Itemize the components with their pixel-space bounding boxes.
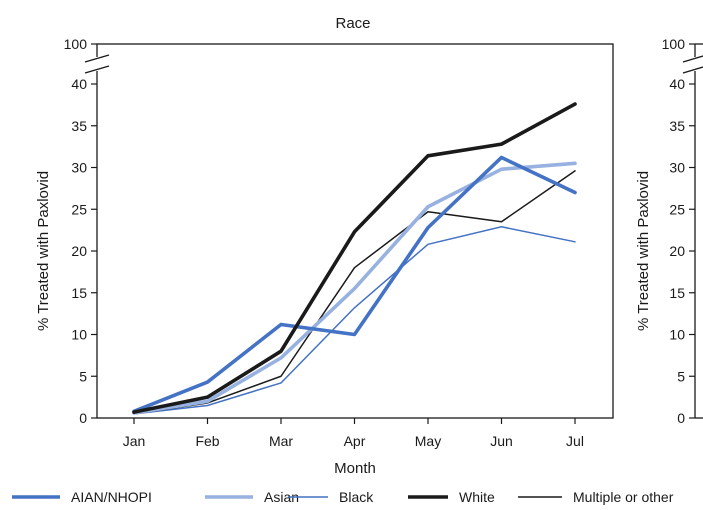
legend-label: Asian: [264, 489, 299, 505]
legend-item-white: White: [408, 489, 495, 505]
legend-item-aian-nhopi: AIAN/NHOPI: [12, 489, 152, 505]
y-tick-label: 0: [677, 410, 685, 426]
chart-title: Race: [335, 15, 370, 32]
axis-break-line: [84, 54, 110, 63]
axis-break-icon: [84, 54, 110, 74]
y-tick-label: 25: [71, 201, 87, 217]
y-axis-title: % Treated with Paxlovid: [35, 171, 52, 331]
y-tick-label: 10: [71, 327, 87, 343]
legend-item-black: Black: [288, 489, 374, 505]
y-tick-label: 40: [669, 76, 685, 92]
x-tick-label: Apr: [344, 433, 366, 449]
axis-break-line: [682, 55, 703, 63]
legend-label: Multiple or other: [573, 489, 674, 505]
y-tick-label: 5: [79, 368, 87, 384]
axis-break-line: [682, 66, 703, 74]
y-tick-label: 0: [79, 410, 87, 426]
y-tick-label: 10: [669, 327, 685, 343]
legend-label: White: [459, 489, 495, 505]
y-tick-label: 20: [71, 243, 87, 259]
axis-break-icon: [682, 55, 703, 74]
legend-label: AIAN/NHOPI: [71, 489, 152, 505]
y-break-label: 100: [662, 36, 686, 52]
second-y-axis-title: % Treated with Paxlovid: [635, 171, 652, 331]
series-line-aian-nhopi: [132, 155, 577, 414]
series-line-asian: [132, 161, 577, 415]
y-tick-label: 20: [669, 243, 685, 259]
x-tick-label: Jan: [123, 433, 146, 449]
y-tick-label: 15: [71, 285, 87, 301]
plot-area: 0 5 10 15 20 25 30 35 40 100 Jan Feb Mar Apr May Jun Jul…: [35, 36, 614, 477]
y-tick-label: 40: [71, 76, 87, 92]
y-tick-label: 35: [71, 118, 87, 134]
x-axis-title: Month: [334, 460, 376, 477]
y-tick-label: 30: [71, 160, 87, 176]
series-line-black: [133, 226, 576, 415]
legend-label: Black: [339, 489, 374, 505]
second-plot-area: 0 5 10 15 20 25 30 35 40 100 % Treated with Paxlov…: [635, 36, 703, 426]
legend-item-asian: Asian: [205, 489, 299, 505]
legend: AIAN/NHOPI Asian Black White Multiple or oth…: [12, 489, 674, 505]
axis-break-line: [84, 65, 110, 74]
y-tick-label: 15: [669, 285, 685, 301]
series-line-white: [132, 102, 577, 414]
series-line-multiple-or-other: [133, 170, 576, 415]
x-tick-label: Feb: [195, 433, 219, 449]
y-tick-label: 25: [669, 201, 685, 217]
x-tick-label: Jul: [566, 433, 584, 449]
y-tick-label: 35: [669, 118, 685, 134]
x-tick-label: Mar: [269, 433, 293, 449]
legend-item-multiple-or-other: Multiple or other: [518, 489, 674, 505]
x-tick-label: May: [415, 433, 441, 449]
x-tick-label: Jun: [490, 433, 513, 449]
y-tick-label: 5: [677, 368, 685, 384]
y-break-label: 100: [64, 36, 88, 52]
y-tick-label: 30: [669, 160, 685, 176]
